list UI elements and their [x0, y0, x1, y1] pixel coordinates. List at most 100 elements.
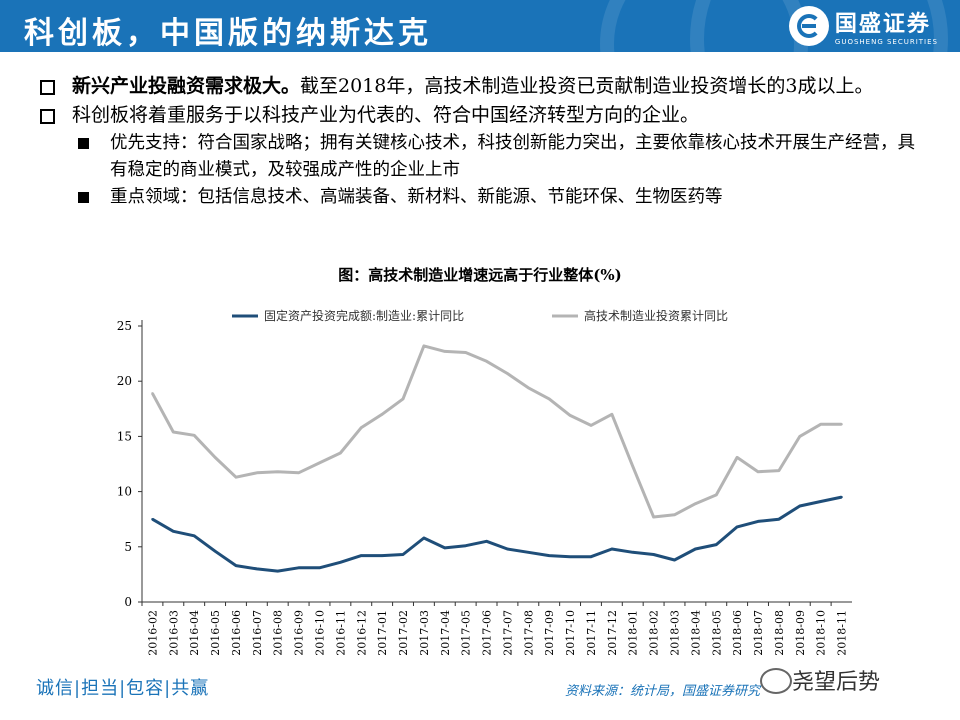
footer-motto: 诚信|担当|包容|共赢: [36, 678, 210, 699]
series-2-point: [297, 471, 300, 475]
series-2-point: [819, 423, 822, 426]
series-2-point: [548, 397, 551, 401]
y-tick-label: 5: [124, 540, 132, 554]
slide-title: 科创板，中国版的纳斯达克: [24, 16, 432, 51]
x-tick-label: 2016-09: [293, 610, 306, 656]
series-1-point: [798, 504, 801, 508]
x-tick-label: 2017-06: [481, 610, 494, 656]
series-2-point: [589, 424, 593, 427]
x-tick-label: 2016-07: [251, 610, 264, 656]
x-tick-label: 2017-07: [501, 610, 514, 656]
series-2-point: [193, 434, 196, 437]
x-tick-label: 2018-01: [627, 610, 640, 656]
x-tick-label: 2017-02: [397, 610, 410, 656]
logo-subtitle: GUOSHENG SECURITIES: [834, 38, 938, 46]
bullet-list: 新兴产业投融资需求极大。截至2018年，高技术制造业投资已贡献制造业投资增长的3…: [36, 72, 926, 211]
series-1-point: [777, 518, 781, 521]
bullet-text: 科创板将着重服务于以科技产业为代表的、符合中国经济转型方向的企业。: [72, 104, 700, 126]
series-1-point: [339, 561, 342, 564]
series-1-point: [213, 550, 217, 553]
footer-source: 资料来源：统计局，国盛证券研究: [565, 684, 761, 699]
legend-label-2: 高技术制造业投资累计同比: [584, 308, 728, 323]
logo-icon: [788, 6, 829, 46]
series-1-point: [589, 555, 593, 558]
series-2-point: [339, 451, 342, 455]
series-line-2: [151, 344, 842, 519]
series-2-point: [652, 515, 655, 519]
series-2-point: [777, 469, 781, 472]
series-1-point: [840, 495, 843, 499]
x-tick-label: 2016-08: [272, 610, 285, 656]
series-1-point: [527, 551, 530, 554]
series-1-point: [485, 540, 488, 543]
series-1-point: [276, 569, 279, 573]
x-tick-label: 2016-12: [355, 610, 368, 656]
x-tick-label: 2018-08: [773, 610, 786, 656]
series-2-point: [360, 426, 363, 429]
series-2-point: [276, 470, 279, 473]
series-1-point: [234, 564, 238, 567]
series-1-point: [548, 554, 551, 557]
bullet-emphasis: 新兴产业投融资需求极大。: [72, 75, 301, 97]
series-1-point: [652, 553, 655, 556]
y-tick-label: 10: [117, 485, 132, 499]
series-2-point: [380, 413, 384, 416]
series-2-point: [464, 351, 467, 354]
y-tick-label: 25: [117, 319, 132, 333]
x-tick-label: 2016-11: [334, 610, 347, 656]
brand-logo: 国盛证券 GUOSHENG SECURITIES: [788, 4, 938, 48]
series-2-point: [715, 493, 718, 497]
series-1-point: [568, 555, 572, 558]
series-1-point: [673, 558, 676, 562]
series-1-point: [735, 525, 739, 529]
series-2-point: [255, 471, 259, 475]
series-1-point: [172, 530, 175, 533]
series-2-point: [172, 430, 175, 434]
chart-title: 图：高技术制造业增速远高于行业整体(%): [338, 266, 622, 284]
series-1-point: [694, 547, 697, 551]
sub-bullet-item: 重点领域：包括信息技术、高端装备、新材料、新能源、节能环保、生物医药等: [36, 184, 926, 211]
series-2-point: [840, 423, 843, 426]
x-tick-label: 2016-10: [314, 610, 327, 656]
series-2-point: [694, 502, 697, 505]
y-tick-label: 15: [117, 429, 132, 443]
legend-label-1: 固定资产投资完成额:制造业:累计同比: [264, 308, 464, 323]
series-1-point: [756, 520, 760, 523]
series-2-point: [735, 456, 739, 459]
series-1-point: [360, 554, 363, 557]
x-tick-label: 2017-08: [522, 610, 535, 656]
series-1-point: [255, 567, 259, 571]
checkbox-bullet-icon: [40, 80, 55, 95]
series-1-point: [297, 566, 300, 569]
series-1-point: [380, 554, 384, 557]
bullet-item: 新兴产业投融资需求极大。截至2018年，高技术制造业投资已贡献制造业投资增长的3…: [36, 72, 926, 101]
x-tick-label: 2018-02: [648, 610, 661, 656]
series-1-point: [631, 551, 634, 554]
series-1-point: [401, 553, 405, 556]
series-2-point: [673, 513, 676, 516]
logo-name: 国盛证券: [834, 12, 931, 37]
x-tick-label: 2017-09: [543, 610, 556, 656]
x-tick-label: 2017-12: [606, 610, 619, 656]
x-tick-label: 2017-03: [418, 610, 431, 656]
series-2-point: [213, 456, 217, 459]
series-1-point: [819, 500, 822, 503]
x-tick-label: 2018-04: [689, 610, 702, 656]
series-1-point: [506, 547, 509, 551]
x-tick-label: 2016-02: [146, 610, 159, 656]
sub-bullet-text: 重点领域：包括信息技术、高端装备、新材料、新能源、节能环保、生物医药等: [110, 187, 723, 207]
series-2-point: [756, 470, 760, 473]
x-tick-label: 2017-10: [564, 610, 577, 656]
series-2-point: [610, 413, 614, 416]
series-line-1: [151, 495, 842, 573]
x-tick-label: 2017-04: [439, 610, 452, 656]
bullet-text: 截至2018年，高技术制造业投资已贡献制造业投资增长的3成以上。: [300, 75, 874, 97]
series-2-point: [798, 435, 801, 438]
x-tick-label: 2017-05: [460, 610, 473, 656]
x-tick-label: 2016-06: [230, 610, 243, 656]
checkbox-bullet-icon: [40, 109, 55, 124]
series-2-point: [234, 476, 238, 479]
square-bullet-icon: [78, 138, 89, 149]
wechat-icon: [760, 668, 792, 694]
square-bullet-icon: [78, 192, 89, 203]
